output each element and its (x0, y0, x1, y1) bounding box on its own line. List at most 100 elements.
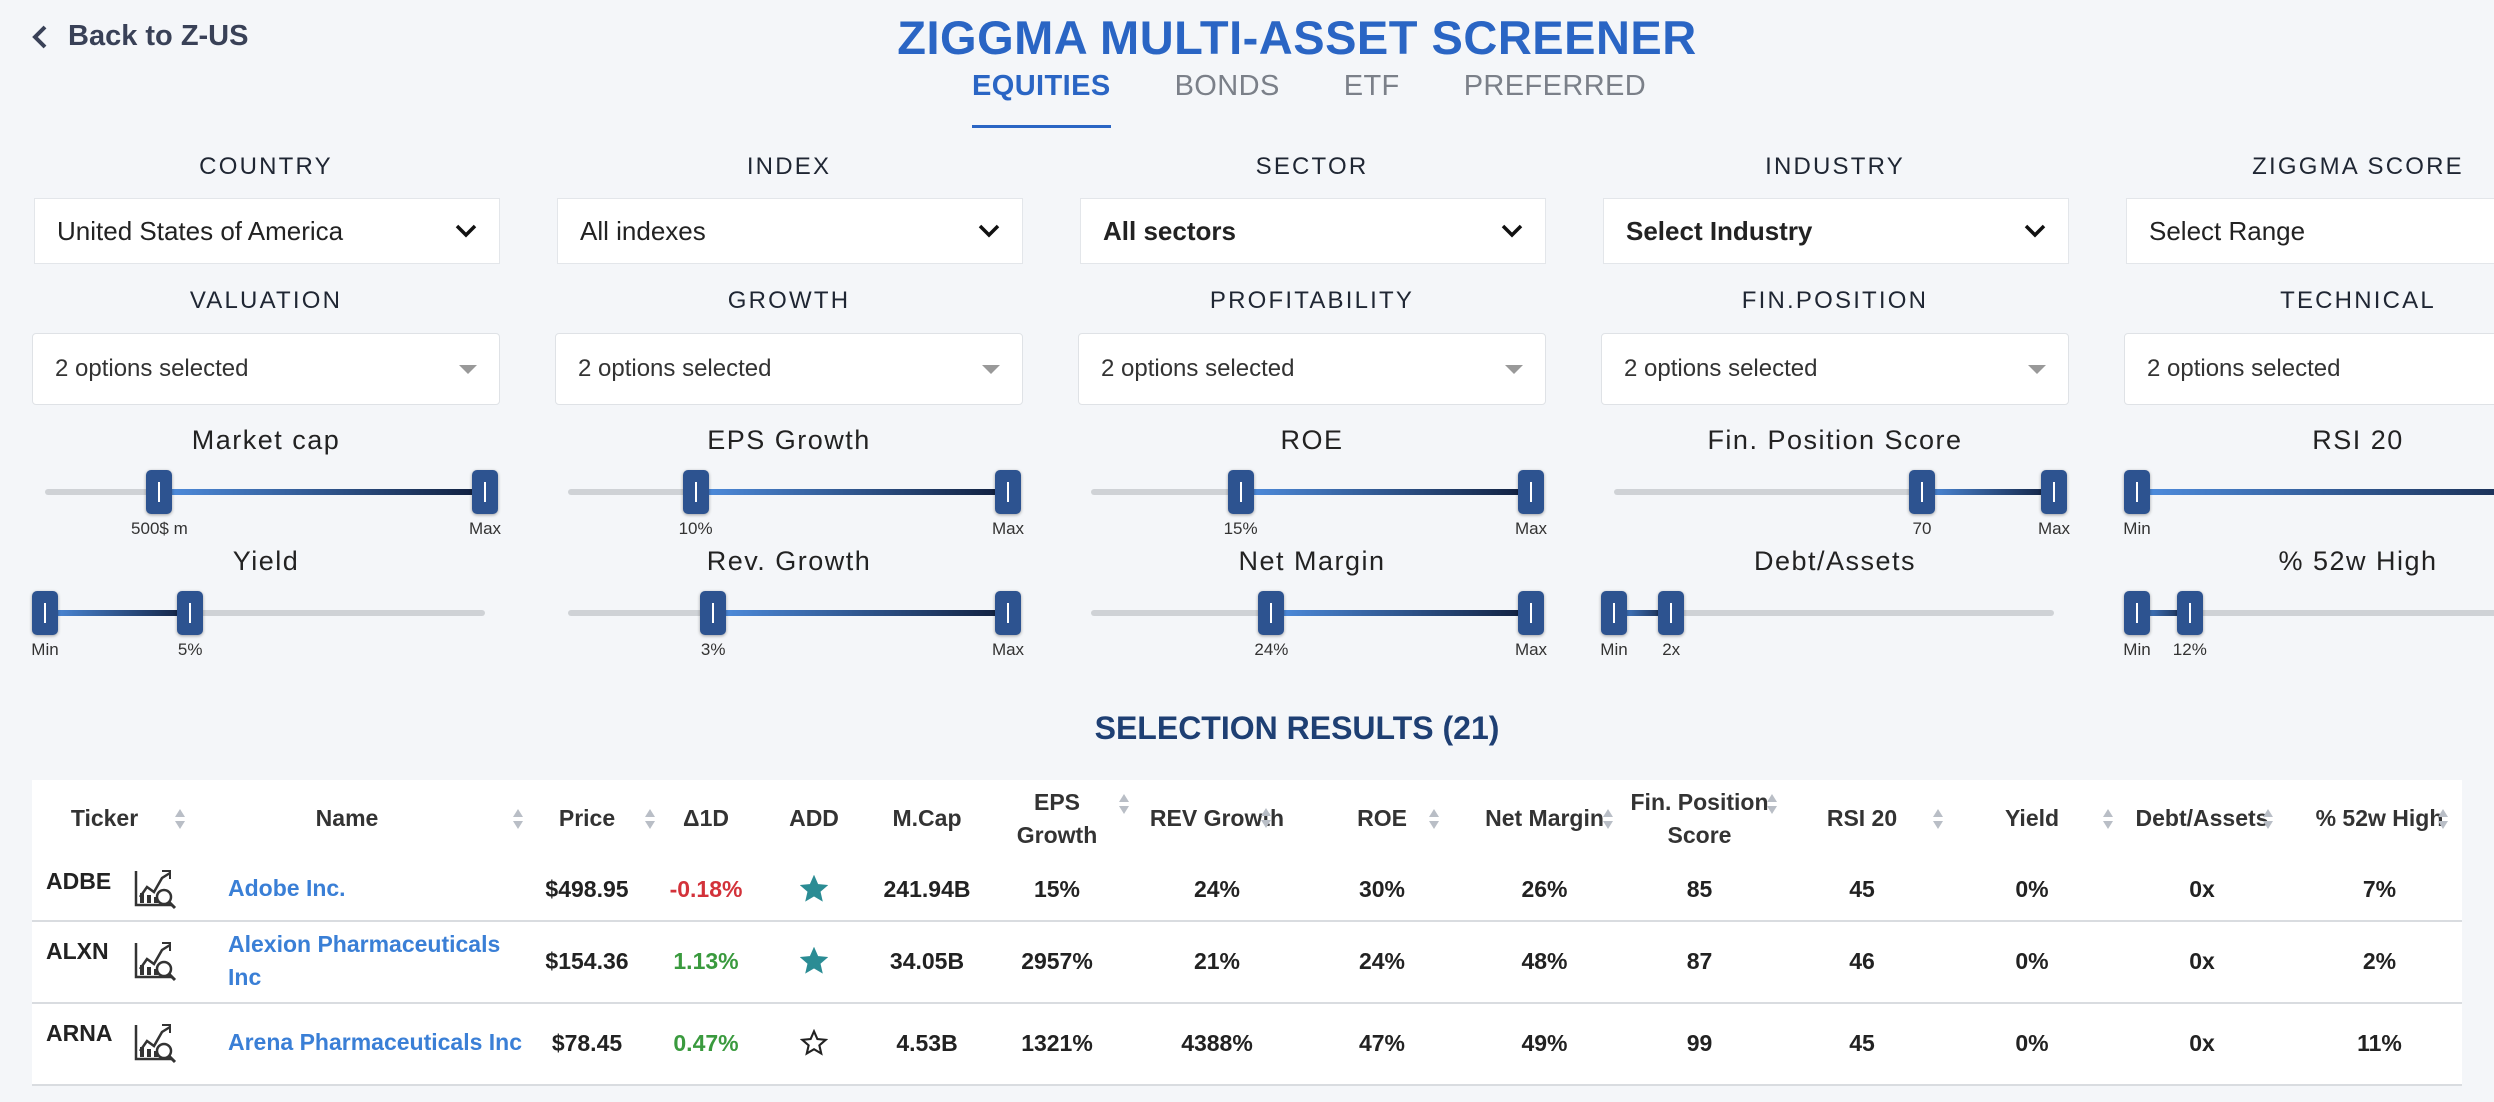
company-name-link[interactable]: Alexion Pharmaceuticals Inc (228, 930, 501, 990)
52w-high-slider-max-value: 12% (2172, 640, 2207, 659)
chevron-left-icon (32, 25, 47, 48)
sort-arrows-icon[interactable] (1766, 793, 1778, 815)
column-header-name[interactable]: Name (315, 805, 379, 832)
column-header-ticker[interactable]: Ticker (70, 805, 139, 832)
star-icon[interactable] (800, 947, 828, 975)
debt-assets-slider-track[interactable] (1614, 610, 2054, 616)
chevron-down-icon (455, 224, 477, 238)
company-name-link[interactable]: Arena Pharmaceuticals Inc (228, 1029, 523, 1056)
sort-arrows-icon[interactable] (1602, 808, 1614, 830)
sort-arrows-icon[interactable] (2102, 808, 2114, 830)
fin-position-score-cell: 99 (1686, 1029, 1713, 1056)
column-header-1d[interactable]: Δ1D (683, 805, 729, 832)
chart-magnifier-icon[interactable] (132, 939, 178, 983)
net-margin-slider-label: Net Margin (1238, 546, 1386, 576)
sort-arrows-icon[interactable] (644, 808, 656, 830)
fin-position-multiselect[interactable]: 2 options selected (1601, 333, 2069, 405)
column-header-price[interactable]: Price (558, 805, 616, 832)
roe-slider-min-handle[interactable] (1227, 470, 1254, 514)
net-margin-cell: 48% (1521, 947, 1568, 974)
column-header-net-margin[interactable]: Net Margin (1485, 805, 1604, 832)
column-header-eps-growth[interactable]: EPS Growth (1016, 788, 1098, 848)
country-value: United States of America (57, 215, 344, 246)
52w-high-slider-max-handle[interactable] (2176, 591, 2203, 635)
star-icon[interactable] (800, 875, 828, 903)
rev-growth-slider-max-value: Max (991, 640, 1025, 659)
valuation-multiselect[interactable]: 2 options selected (32, 333, 500, 405)
back-link[interactable]: Back to Z-US (30, 20, 248, 53)
rev-growth-cell: 24% (1193, 875, 1241, 902)
chart-magnifier-icon[interactable] (132, 1021, 178, 1065)
market-cap-slider-min-handle[interactable] (146, 470, 173, 514)
star-icon[interactable] (800, 1029, 828, 1057)
rsi-20-cell: 45 (1849, 875, 1875, 902)
eps-growth-slider-min-handle[interactable] (682, 470, 709, 514)
tab-bonds[interactable]: BONDS (1174, 70, 1280, 102)
column-header-debt-assets[interactable]: Debt/Assets (2135, 805, 2269, 832)
roe-cell: 24% (1358, 947, 1406, 974)
yield-slider-max-handle[interactable] (177, 591, 204, 635)
net-margin-slider-range (1271, 610, 1531, 616)
column-header-fin-position-score[interactable]: Fin. Position Score (1630, 788, 1769, 848)
sort-arrows-icon[interactable] (2437, 808, 2449, 830)
column-header-rsi-20[interactable]: RSI 20 (1826, 805, 1898, 832)
net-margin-slider-max-handle[interactable] (1518, 591, 1544, 635)
column-header-rev-growth[interactable]: REV Growth (1149, 805, 1285, 832)
index-value: All indexes (580, 215, 706, 246)
roe-slider-min-value: 15% (1223, 519, 1258, 538)
column-header-52w-high[interactable]: % 52w High (2315, 805, 2444, 832)
debt-assets-cell: 0x (2189, 875, 2215, 902)
net-margin-slider-min-handle[interactable] (1258, 591, 1285, 635)
sort-arrows-icon[interactable] (1428, 808, 1440, 830)
column-header-roe[interactable]: ROE (1357, 805, 1407, 832)
fin-position-score-slider-max-handle[interactable] (2041, 470, 2067, 514)
debt-assets-cell: 0x (2189, 1029, 2215, 1056)
roe-slider-max-handle[interactable] (1518, 470, 1544, 514)
debt-assets-slider-min-handle[interactable] (1601, 591, 1627, 635)
fin-position-score-slider-track[interactable] (1614, 489, 2054, 495)
debt-assets-slider-max-handle[interactable] (1658, 591, 1685, 635)
results-title: SELECTION RESULTS (21) (1094, 710, 1500, 746)
ziggma-score-select[interactable]: Select Range (2126, 198, 2494, 264)
technical-multiselect[interactable]: 2 options selected (2124, 333, 2494, 405)
52w-high-slider-track[interactable] (2137, 610, 2494, 616)
rev-growth-slider-max-handle[interactable] (995, 591, 1021, 635)
chart-magnifier-icon[interactable] (132, 867, 178, 911)
sort-arrows-icon[interactable] (1932, 808, 1944, 830)
market-cap-slider-max-handle[interactable] (472, 470, 498, 514)
sort-arrows-icon[interactable] (2262, 808, 2274, 830)
tab-equities[interactable]: EQUITIES (972, 70, 1111, 128)
rev-growth-slider-min-handle[interactable] (700, 591, 727, 635)
country-select[interactable]: United States of America (34, 198, 500, 264)
column-header-add[interactable]: ADD (789, 805, 839, 832)
column-header-yield[interactable]: Yield (2004, 805, 2060, 832)
sort-arrows-icon[interactable] (1260, 807, 1272, 829)
profitability-multiselect[interactable]: 2 options selected (1078, 333, 1546, 405)
company-name-link[interactable]: Adobe Inc. (228, 875, 346, 902)
sort-arrows-icon[interactable] (1118, 793, 1130, 815)
ticker-cell: ALXN (46, 938, 109, 964)
market-cap-slider-label: Market cap (191, 425, 341, 455)
yield-slider-min-handle[interactable] (32, 591, 58, 635)
growth-multiselect[interactable]: 2 options selected (555, 333, 1023, 405)
sort-arrows-icon[interactable] (512, 808, 524, 830)
tab-etf[interactable]: ETF (1343, 70, 1400, 102)
ticker-cell: ARNA (46, 1020, 113, 1046)
sector-select[interactable]: All sectors (1080, 198, 1546, 264)
column-header-m-cap[interactable]: M.Cap (892, 805, 962, 832)
yield-slider-track[interactable] (45, 610, 485, 616)
rsi-20-slider-min-value: Min (2123, 519, 2151, 538)
caret-down-icon (459, 364, 477, 374)
52w-high-slider-min-handle[interactable] (2124, 591, 2150, 635)
52w-high-slider-label: % 52w High (2278, 546, 2438, 576)
eps-growth-slider-min-value: 10% (678, 519, 713, 538)
rsi-20-slider-min-handle[interactable] (2124, 470, 2150, 514)
eps-growth-slider-max-handle[interactable] (995, 470, 1021, 514)
sort-arrows-icon[interactable] (174, 808, 186, 830)
fin-position-score-slider-min-handle[interactable] (1909, 470, 1935, 514)
m-cap-cell: 4.53B (896, 1029, 958, 1056)
yield-cell: 0% (2015, 947, 2049, 974)
industry-select[interactable]: Select Industry (1603, 198, 2069, 264)
tab-preferred[interactable]: PREFERRED (1463, 70, 1647, 102)
index-select[interactable]: All indexes (557, 198, 1023, 264)
